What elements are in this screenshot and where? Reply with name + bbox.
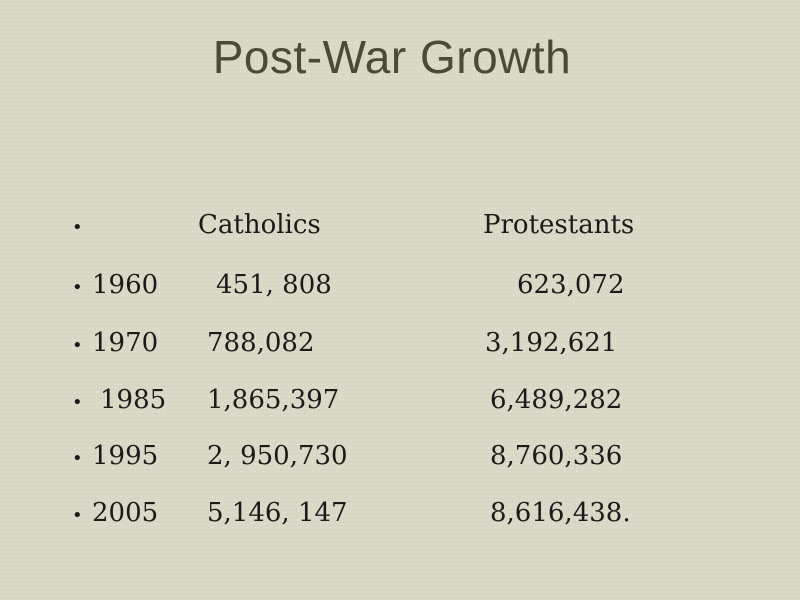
row-protestants: 8,616,438. xyxy=(490,498,631,528)
row-protestants: 623,072 xyxy=(517,270,625,300)
header-catholics: Catholics xyxy=(198,210,321,240)
row-catholics: 5,146, 147 xyxy=(207,498,348,528)
row-catholics: 2, 950,730 xyxy=(207,441,348,471)
row-year: 1960 xyxy=(92,270,159,300)
row-year: 1995 xyxy=(92,441,159,471)
row-year: 1985 xyxy=(100,385,167,415)
bullet: • xyxy=(72,448,83,469)
header-row: • Catholics Protestants xyxy=(0,210,800,250)
row-year: 1970 xyxy=(92,328,159,358)
bullet: • xyxy=(72,277,83,298)
table-row: • 1995 2, 950,730 8,760,336 xyxy=(0,441,800,481)
table-row: • 1960 451, 808 623,072 xyxy=(0,270,800,310)
header-protestants: Protestants xyxy=(483,210,635,240)
row-year: 2005 xyxy=(92,498,159,528)
row-catholics: 451, 808 xyxy=(216,270,332,300)
table-row: • 1985 1,865,397 6,489,282 xyxy=(0,385,800,425)
bullet: • xyxy=(72,335,83,356)
row-protestants: 8,760,336 xyxy=(490,441,623,471)
slide-title: Post-War Growth xyxy=(212,31,572,83)
row-protestants: 6,489,282 xyxy=(490,385,623,415)
row-catholics: 1,865,397 xyxy=(207,385,340,415)
bullet: • xyxy=(72,505,83,526)
bullet: • xyxy=(72,217,83,238)
table-row: • 2005 5,146, 147 8,616,438. xyxy=(0,498,800,538)
table-row: • 1970 788,082 3,192,621 xyxy=(0,328,800,368)
bullet: • xyxy=(72,392,83,413)
row-catholics: 788,082 xyxy=(207,328,315,358)
row-protestants: 3,192,621 xyxy=(485,328,618,358)
